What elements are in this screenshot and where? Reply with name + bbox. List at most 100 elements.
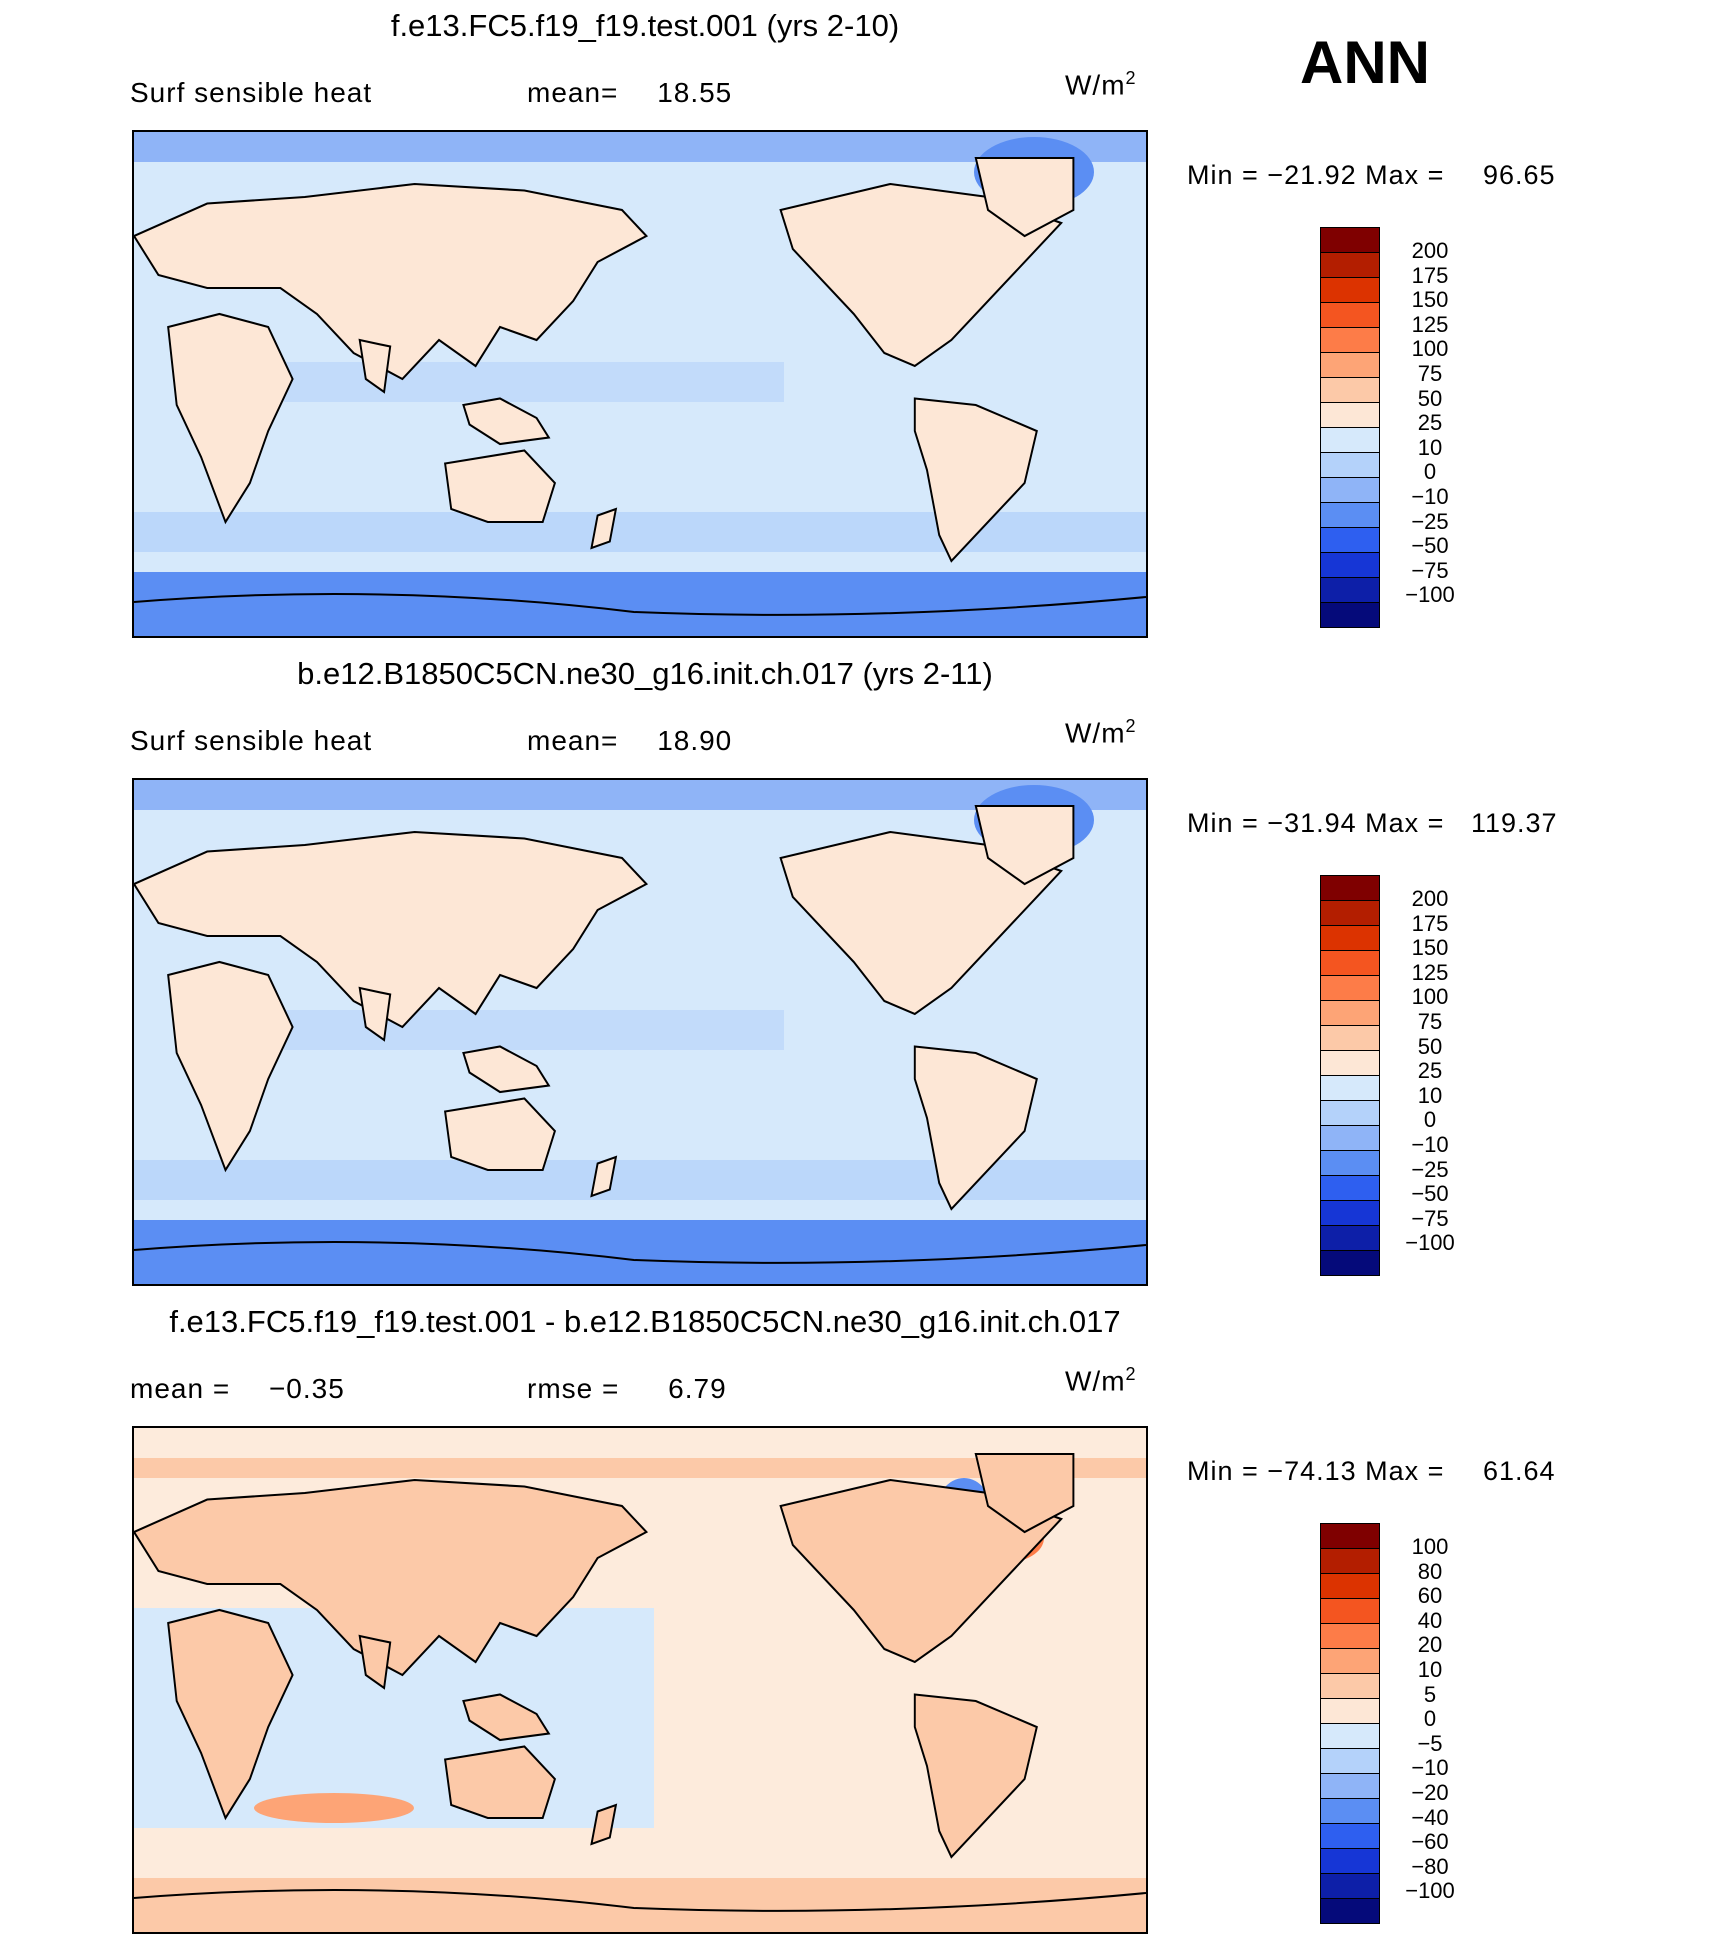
colorbar-label: −25	[1411, 1156, 1449, 1182]
colorbar-swatch	[1320, 1523, 1380, 1549]
colorbar-label: −10	[1411, 1132, 1449, 1157]
colorbar-swatch	[1320, 1799, 1380, 1824]
colorbar-label: −60	[1411, 1829, 1449, 1855]
colorbar-swatch	[1320, 1824, 1380, 1849]
colorbar-label: −20	[1411, 1780, 1449, 1805]
colorbar-swatch	[1320, 1674, 1380, 1699]
colorbar-swatch	[1320, 1026, 1380, 1051]
mean-stat: mean= 18.55	[527, 77, 732, 109]
mean-label: mean =	[130, 1373, 231, 1404]
colorbar-label: 125	[1411, 959, 1449, 985]
colorbar-swatch	[1320, 528, 1380, 553]
variable-name: Surf sensible heat	[130, 725, 373, 756]
colorbar-swatch	[1320, 926, 1380, 951]
colorbar-swatch	[1320, 1549, 1380, 1574]
colorbar-label: 0	[1423, 459, 1437, 485]
panel-title: b.e12.B1850C5CN.ne30_g16.init.ch.017 (yr…	[297, 656, 993, 691]
colorbar-label: −75	[1411, 1205, 1449, 1231]
colorbar-label: 10	[1417, 434, 1443, 460]
colorbar-swatch	[1320, 1251, 1380, 1276]
colorbar-swatch	[1320, 428, 1380, 453]
colorbar-label: 60	[1417, 1583, 1443, 1609]
colorbar: 100 80 60 40 20 10 5 0 −5 −10 −20 −40 −60 −80 −100	[1320, 1523, 1455, 1924]
colorbar-swatch	[1320, 1774, 1380, 1799]
colorbar-swatch	[1320, 503, 1380, 528]
map-plot	[132, 778, 1148, 1286]
units-label: W/m2	[1065, 68, 1137, 101]
colorbar-swatch	[1320, 1699, 1380, 1724]
units-label: W/m2	[1065, 1364, 1137, 1397]
map-plot	[132, 130, 1148, 638]
max-label: Max =	[1365, 808, 1445, 838]
mean-value: 18.55	[657, 77, 733, 108]
colorbar-swatch	[1320, 1126, 1380, 1151]
colorbar-swatch	[1320, 1176, 1380, 1201]
rmse-value: 6.79	[668, 1373, 727, 1404]
colorbar-swatch	[1320, 1076, 1380, 1101]
colorbar-label: 75	[1417, 361, 1443, 386]
colorbar-label: 175	[1411, 910, 1449, 936]
panel-control-case: b.e12.B1850C5CN.ne30_g16.init.ch.017 (yr…	[0, 648, 1710, 1296]
panel-test-case: f.e13.FC5.f19_f19.test.001 (yrs 2-10) Su…	[0, 0, 1710, 648]
max-label: Max =	[1365, 1456, 1445, 1486]
colorbar-label: −100	[1405, 582, 1455, 608]
min-value: −31.94	[1267, 808, 1357, 838]
colorbar-swatch	[1320, 553, 1380, 578]
colorbar-swatch	[1320, 875, 1380, 901]
colorbar-swatch	[1320, 578, 1380, 603]
colorbar-swatch	[1320, 403, 1380, 428]
colorbar-swatch	[1320, 1899, 1380, 1924]
season-label: ANN	[1300, 29, 1430, 96]
colorbar-swatch	[1320, 1649, 1380, 1674]
colorbar-label: 10	[1417, 1082, 1443, 1108]
min-value: −74.13	[1267, 1456, 1357, 1486]
colorbar-swatch	[1320, 1101, 1380, 1126]
min-max-stat: Min = −74.13 Max = 61.64	[1187, 1456, 1556, 1487]
colorbar-label: −10	[1411, 484, 1449, 509]
colorbar-label: 125	[1411, 311, 1449, 337]
min-label: Min =	[1187, 160, 1259, 190]
colorbar-swatch	[1320, 1849, 1380, 1874]
colorbar-label: 20	[1417, 1632, 1443, 1658]
min-max-stat: Min = −21.92 Max = 96.65	[1187, 160, 1556, 191]
colorbar-label: 5	[1423, 1681, 1437, 1707]
colorbar-swatch	[1320, 1001, 1380, 1026]
colorbar-label: 0	[1423, 1107, 1437, 1133]
colorbar-label: 25	[1417, 410, 1443, 436]
mean-label: mean=	[527, 725, 619, 756]
colorbar-label: 100	[1411, 984, 1449, 1010]
colorbar-swatch	[1320, 951, 1380, 976]
colorbar-label: −10	[1411, 1755, 1449, 1781]
colorbar-label: −100	[1405, 1878, 1455, 1904]
colorbar-label: 200	[1411, 238, 1449, 263]
rmse-stat: rmse = 6.79	[527, 1373, 727, 1405]
min-max-stat: Min = −31.94 Max = 119.37	[1187, 808, 1558, 839]
colorbar-label: 50	[1417, 385, 1443, 411]
rmse-label: rmse =	[527, 1373, 620, 1404]
colorbar-label: 25	[1417, 1058, 1443, 1084]
colorbar: 200 175 150 125 100 75 50 25 10 0 −10 −25 −50 −75 −100	[1320, 227, 1455, 628]
map-plot	[132, 1426, 1148, 1934]
colorbar-swatch	[1320, 1599, 1380, 1624]
colorbar-swatch	[1320, 1226, 1380, 1251]
colorbar-swatch	[1320, 253, 1380, 278]
colorbar-swatch	[1320, 1624, 1380, 1649]
colorbar-swatch	[1320, 1724, 1380, 1749]
colorbar-swatch	[1320, 1574, 1380, 1599]
colorbar: 200 175 150 125 100 75 50 25 10 0 −10 −25 −50 −75 −100	[1320, 875, 1455, 1276]
colorbar-swatch	[1320, 227, 1380, 253]
mean-stat: mean= 18.90	[527, 725, 732, 757]
colorbar-label: 175	[1411, 262, 1449, 288]
colorbar-label: −50	[1411, 1181, 1449, 1207]
diff-mean-stat: mean = −0.35	[130, 1373, 345, 1405]
colorbar-swatch	[1320, 1874, 1380, 1899]
min-label: Min =	[1187, 1456, 1259, 1486]
colorbar-label: −40	[1411, 1804, 1449, 1830]
mean-label: mean=	[527, 77, 619, 108]
colorbar-label: −5	[1417, 1730, 1443, 1756]
colorbar-label: −50	[1411, 533, 1449, 559]
colorbar-label: 50	[1417, 1033, 1443, 1059]
colorbar-label: −100	[1405, 1230, 1455, 1256]
max-label: Max =	[1365, 160, 1445, 190]
colorbar-swatch	[1320, 278, 1380, 303]
